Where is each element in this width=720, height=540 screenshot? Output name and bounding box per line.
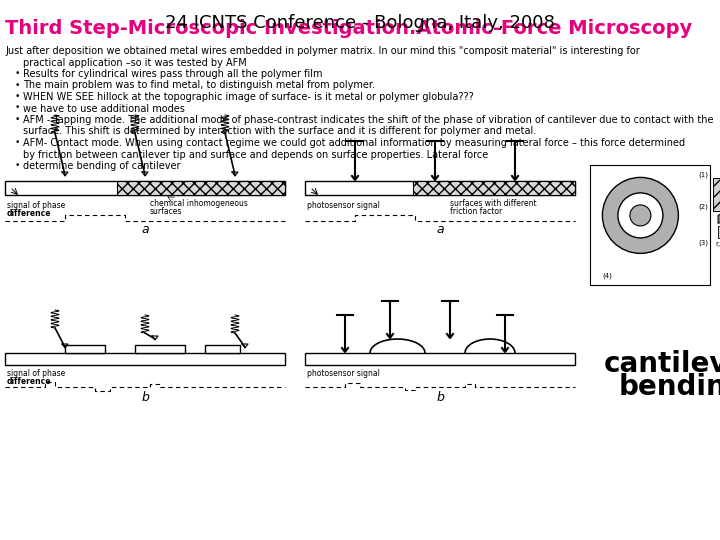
Bar — [305, 353, 575, 365]
Bar — [205, 345, 240, 353]
Text: we have to use additional modes: we have to use additional modes — [23, 104, 185, 113]
Text: signal of phase: signal of phase — [7, 369, 66, 378]
Text: difference: difference — [7, 377, 52, 386]
Text: WHEN WE SEE hillock at the topographic image of surface- is it metal or polymer : WHEN WE SEE hillock at the topographic i… — [23, 92, 474, 102]
Text: (2): (2) — [698, 204, 708, 210]
Text: (4): (4) — [602, 272, 612, 279]
Text: photosensor signal: photosensor signal — [307, 369, 380, 378]
Text: 24 ICNTS Conference - Bologna, Italy, 2008: 24 ICNTS Conference - Bologna, Italy, 20… — [165, 14, 555, 32]
Polygon shape — [718, 191, 720, 224]
Text: Just after deposition we obtained metal wires embedded in polymer matrix. In our: Just after deposition we obtained metal … — [5, 46, 640, 56]
Circle shape — [630, 205, 651, 226]
Circle shape — [618, 193, 663, 238]
Text: determine bending of cantilever: determine bending of cantilever — [23, 161, 181, 171]
Bar — [5, 353, 285, 365]
Text: •: • — [15, 104, 20, 112]
Text: •: • — [15, 161, 20, 170]
Text: AFM - Tapping mode. The additional mode of phase-contrast indicates the shift of: AFM - Tapping mode. The additional mode … — [23, 115, 714, 125]
Text: •: • — [15, 69, 20, 78]
Bar — [718, 226, 720, 238]
Text: •: • — [15, 80, 20, 90]
Text: •: • — [15, 138, 20, 147]
Bar — [135, 345, 185, 353]
Text: surface. This shift is determined by interaction with the surface and it is diff: surface. This shift is determined by int… — [23, 126, 536, 137]
Bar — [305, 181, 575, 195]
Text: Third Step-Microscopic Investigation.Atomic-Force Microscopy: Third Step-Microscopic Investigation.Ato… — [5, 19, 692, 38]
Text: AFM- Contact mode. When using contact regime we could got additional information: AFM- Contact mode. When using contact re… — [23, 138, 685, 148]
Bar — [117, 181, 285, 195]
Text: •: • — [15, 115, 20, 124]
Text: Results for cylindrical wires pass through all the polymer film: Results for cylindrical wires pass throu… — [23, 69, 323, 79]
Text: surfaces with different: surfaces with different — [450, 199, 536, 208]
Bar — [590, 165, 710, 285]
Text: practical application –so it was tested by AFM: practical application –so it was tested … — [23, 57, 247, 68]
Text: The main problem was to find metal, to distinguish metal from polymer.: The main problem was to find metal, to d… — [23, 80, 375, 91]
Text: a: a — [436, 223, 444, 236]
Text: b: b — [141, 391, 149, 404]
Text: bending: bending — [618, 373, 720, 401]
Bar — [65, 345, 105, 353]
Text: (3): (3) — [698, 240, 708, 246]
Text: difference: difference — [7, 209, 52, 218]
Text: surfaces: surfaces — [150, 207, 182, 216]
Bar — [413, 181, 575, 195]
Text: by friction between cantilever tip and surface and depends on surface properties: by friction between cantilever tip and s… — [23, 150, 488, 159]
Circle shape — [603, 178, 678, 253]
Bar — [713, 178, 720, 211]
Bar — [0, 19, 720, 41]
Text: cantilever: cantilever — [603, 350, 720, 378]
Text: signal of phase: signal of phase — [7, 201, 66, 210]
Text: r,: r, — [715, 241, 720, 247]
Text: b: b — [436, 391, 444, 404]
Bar — [5, 181, 285, 195]
Text: a: a — [141, 223, 149, 236]
Text: (1): (1) — [698, 171, 708, 178]
Text: photosensor signal: photosensor signal — [307, 201, 380, 210]
Text: chemical inhomogeneous: chemical inhomogeneous — [150, 199, 248, 208]
Text: friction factor: friction factor — [450, 207, 503, 216]
Text: •: • — [15, 92, 20, 101]
